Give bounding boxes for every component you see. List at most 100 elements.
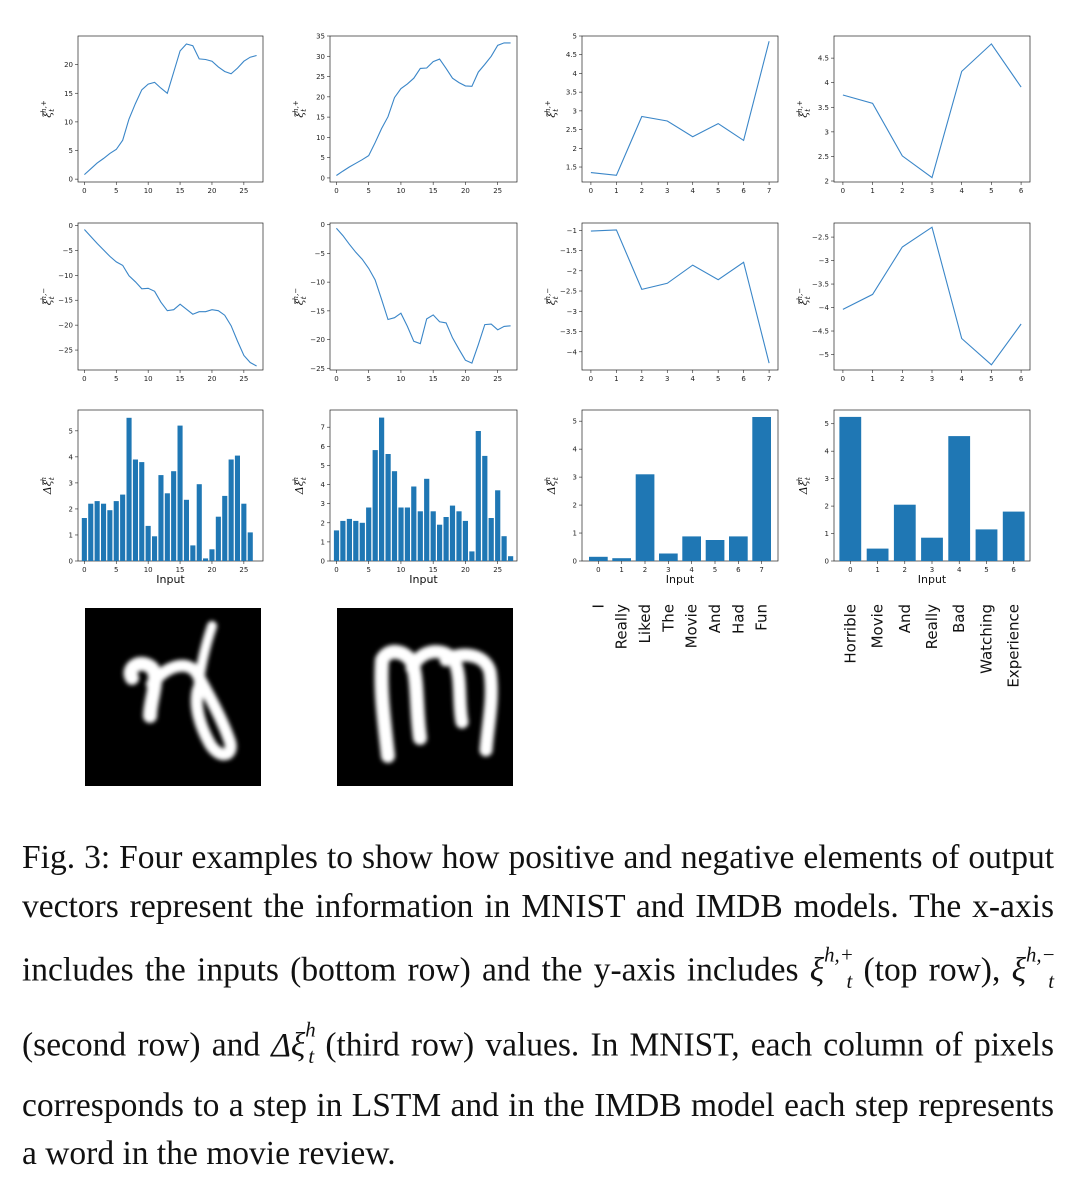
caption-xi-plus-symbol: ξh,+t [809, 943, 854, 993]
y-tick-label: 20 [316, 93, 325, 101]
y-tick-label: −2.5 [560, 288, 577, 296]
x-tick-label: 10 [144, 566, 153, 574]
y-tick-label: 1 [321, 538, 325, 546]
y-tick-label: 10 [64, 118, 73, 126]
bar-4 [359, 522, 365, 561]
x-tick-label: 5 [716, 187, 720, 195]
bar-15 [177, 425, 183, 561]
bar-0 [839, 416, 862, 561]
bar-4 [948, 436, 971, 561]
plot-frame [833, 222, 1031, 371]
y-tick-label: 3 [825, 475, 829, 483]
review-word-and: And [896, 604, 914, 633]
bar-5 [113, 501, 119, 561]
x-tick-label: 10 [396, 187, 405, 195]
x-tick-label: 6 [1011, 566, 1016, 574]
x-tick-label: 10 [144, 375, 153, 383]
y-tick-label: 10 [316, 134, 325, 142]
y-axis-label: Δξth [40, 477, 56, 495]
y-tick-label: 35 [316, 33, 325, 41]
caption-text-part1: Four examples to show how positive and n… [22, 839, 1055, 989]
x-tick-label: 15 [429, 566, 438, 574]
series-line [84, 43, 257, 176]
bar-22 [222, 495, 228, 561]
x-tick-label: 25 [493, 187, 502, 195]
y-tick-label: 2 [573, 145, 577, 153]
review-word-the: The [659, 604, 677, 633]
bar-4 [682, 536, 701, 561]
review-word-really: Really [923, 604, 941, 650]
y-tick-label: 4 [321, 481, 326, 489]
x-tick-label: 0 [334, 187, 338, 195]
bar-0 [333, 530, 340, 561]
x-tick-label: 3 [930, 187, 934, 195]
x-tick-label: 10 [396, 566, 405, 574]
y-tick-label: −3.5 [560, 328, 577, 336]
bar-0 [589, 556, 608, 561]
bar-2 [635, 474, 655, 561]
x-tick-label: 5 [114, 375, 118, 383]
x-tick-label: 5 [114, 566, 118, 574]
y-tick-label: −1 [567, 227, 577, 235]
plot-frame [581, 222, 779, 371]
bar-20 [462, 520, 468, 561]
bar-16 [437, 524, 443, 561]
y-tick-label: 15 [316, 114, 325, 122]
x-tick-label: 4 [957, 566, 962, 574]
y-tick-label: −20 [58, 322, 73, 330]
review-word-horrible: Horrible [841, 604, 859, 664]
x-tick-label: 0 [589, 375, 593, 383]
y-tick-label: 15 [64, 90, 73, 98]
bar-24 [234, 455, 240, 561]
x-tick-label: 2 [903, 566, 907, 574]
x-tick-label: 20 [461, 375, 470, 383]
handwritten-n-digit-image [85, 608, 261, 786]
chart-panel-negative-0: 0 5 10 15 20 25 0 −5 −10 −15 −20 −25 ξth,− [40, 222, 264, 383]
bar-23 [228, 459, 234, 561]
bar-27 [508, 556, 514, 561]
x-tick-label: 4 [689, 566, 694, 574]
review-word-watching: Watching [977, 604, 995, 674]
y-tick-label: −1.5 [560, 247, 577, 255]
plot-frame [329, 222, 518, 371]
plot-frame [77, 222, 264, 371]
y-tick-label: −3 [567, 308, 577, 316]
y-tick-label: 0 [321, 558, 325, 566]
caption-xi-minus-symbol: ξh,−t [1011, 943, 1056, 993]
x-axis-label: Input [409, 573, 438, 586]
x-tick-label: 0 [82, 566, 86, 574]
x-tick-label: 7 [759, 566, 763, 574]
bar-18 [449, 505, 456, 561]
x-tick-label: 3 [666, 566, 670, 574]
x-tick-label: 2 [900, 375, 904, 383]
x-tick-label: 25 [239, 187, 248, 195]
x-axis-label: Input [666, 573, 695, 586]
bar-25 [241, 503, 247, 561]
y-tick-label: 3 [69, 479, 73, 487]
bar-7 [126, 417, 132, 561]
y-tick-label: 20 [64, 61, 73, 69]
x-tick-label: 7 [767, 375, 771, 383]
bar-22 [475, 431, 481, 561]
x-tick-label: 4 [690, 187, 695, 195]
y-tick-label: 25 [316, 73, 325, 81]
bar-2 [346, 518, 352, 561]
y-tick-label: −10 [58, 272, 73, 280]
plot-frame [329, 409, 518, 562]
y-tick-label: −5 [819, 351, 829, 359]
y-tick-label: 4.5 [818, 55, 829, 63]
bar-24 [488, 518, 494, 561]
review-word-movie: Movie [869, 604, 887, 648]
bar-13 [164, 493, 170, 561]
x-tick-label: 7 [767, 187, 771, 195]
x-tick-label: 10 [144, 187, 153, 195]
bar-6 [372, 450, 378, 561]
x-tick-label: 20 [208, 375, 217, 383]
x-tick-label: 25 [239, 566, 248, 574]
y-axis-label: Δξth [544, 477, 560, 495]
x-tick-label: 5 [989, 187, 993, 195]
bar-20 [209, 549, 215, 561]
bar-9 [139, 462, 145, 561]
